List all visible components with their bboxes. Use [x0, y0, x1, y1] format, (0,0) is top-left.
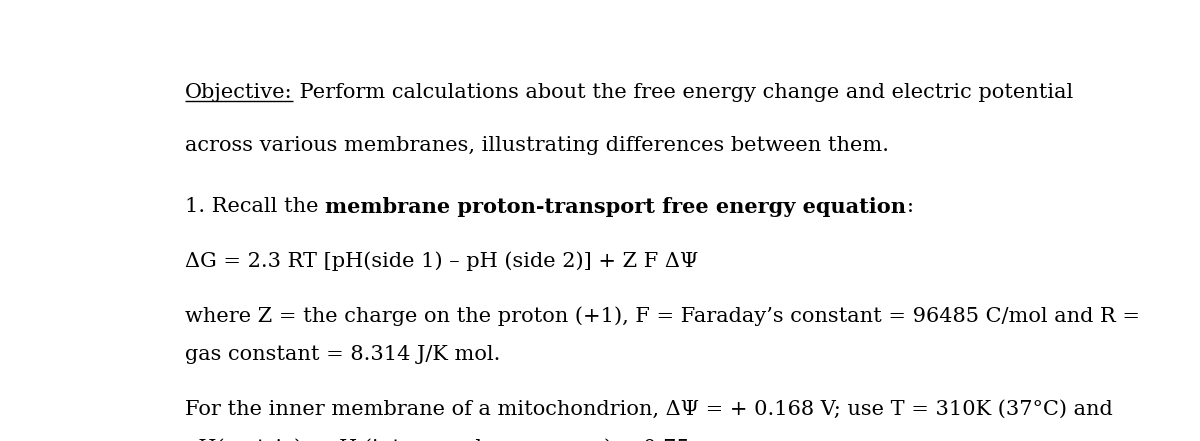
Text: across various membranes, illustrating differences between them.: across various membranes, illustrating d… [185, 136, 889, 155]
Text: where Z = the charge on the proton (+1), F = Faraday’s constant = 96485 C/mol an: where Z = the charge on the proton (+1),… [185, 306, 1140, 325]
Text: 1. Recall the: 1. Recall the [185, 197, 325, 216]
Text: :: : [906, 197, 913, 216]
Text: gas constant = 8.314 J/K mol.: gas constant = 8.314 J/K mol. [185, 345, 500, 364]
Text: Objective:: Objective: [185, 83, 293, 102]
Text: ΔG = 2.3 RT [pH(side 1) – pH (side 2)] + Z F ΔΨ: ΔG = 2.3 RT [pH(side 1) – pH (side 2)] +… [185, 251, 698, 271]
Text: Perform calculations about the free energy change and electric potential: Perform calculations about the free ener… [293, 83, 1073, 102]
Text: pH(matrix) – pH (intermembrane space) = 0.75.: pH(matrix) – pH (intermembrane space) = … [185, 438, 697, 441]
Text: For the inner membrane of a mitochondrion, ΔΨ = + 0.168 V; use T = 310K (37°C) a: For the inner membrane of a mitochondrio… [185, 399, 1114, 418]
Text: membrane proton-transport free energy equation: membrane proton-transport free energy eq… [325, 197, 906, 217]
